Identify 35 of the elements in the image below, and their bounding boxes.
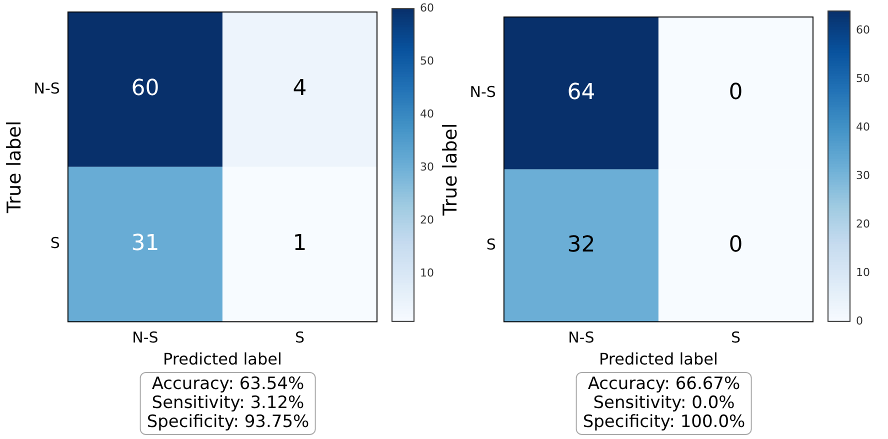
- x-tick-label: S: [730, 328, 741, 347]
- text: Accuracy: 66.67%: [586, 374, 742, 394]
- text: Specificity: 100.0%: [582, 412, 746, 432]
- text: Sensitivity: 3.12%: [150, 393, 306, 413]
- x-tick-label: N-S: [132, 328, 158, 347]
- color-bar-label: 30: [420, 160, 434, 174]
- data-label: 0: [728, 232, 743, 258]
- x-tick-label: N-S: [568, 328, 594, 347]
- y-axis-title: True label: [3, 120, 26, 214]
- color-bar-label: 40: [420, 107, 434, 120]
- color-bar-label: 20: [856, 217, 870, 230]
- data-label: 0: [728, 80, 743, 105]
- color-bar-label: 60: [420, 1, 434, 14]
- color-bar-label: 50: [420, 54, 434, 68]
- color-bar-label: 50: [856, 72, 870, 85]
- x-axis-title: Predicted label: [599, 350, 718, 369]
- text: Specificity: 93.75%: [146, 412, 310, 432]
- color-bar-label: 10: [856, 266, 870, 279]
- y-axis-title: True label: [439, 123, 462, 217]
- text: Accuracy: 63.54%: [150, 374, 306, 394]
- data-label: 1: [292, 231, 307, 256]
- color-bar-label: 40: [856, 120, 870, 134]
- data-label: 64: [567, 80, 596, 105]
- data-label: 32: [567, 232, 596, 258]
- color-bar-label: 0: [856, 314, 864, 328]
- color-bar-label: 60: [856, 23, 870, 36]
- text: Sensitivity: 0.0%: [592, 393, 736, 413]
- data-label: 31: [131, 231, 160, 256]
- x-axis-title: Predicted label: [163, 350, 282, 369]
- color-bar-label: 10: [420, 266, 434, 280]
- data-label: 60: [131, 76, 160, 102]
- color-bar-label: 30: [856, 168, 870, 182]
- color-bar-label: 20: [420, 214, 434, 227]
- data-label: 4: [292, 76, 307, 102]
- x-tick-label: S: [294, 328, 305, 347]
